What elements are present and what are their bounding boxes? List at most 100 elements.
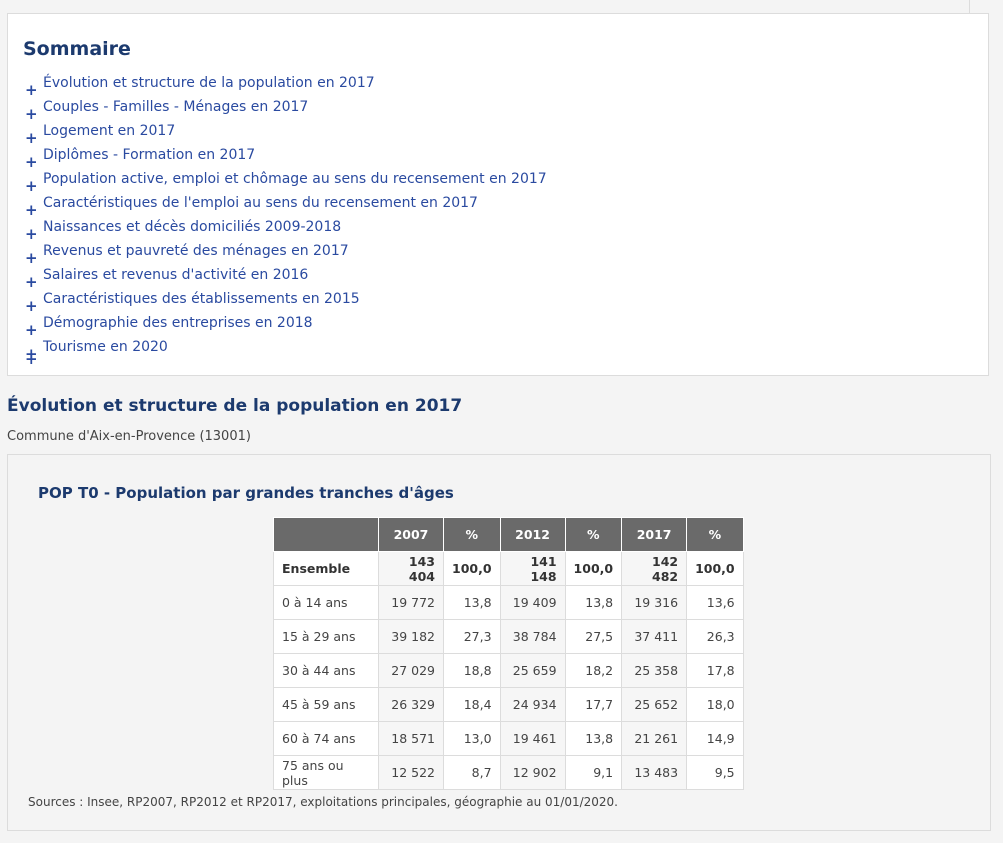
expand-plus-icon[interactable]: +	[25, 201, 38, 219]
sommaire-panel: Sommaire + Évolution et structure de la p…	[7, 13, 989, 376]
table-title: POP T0 - Population par grandes tranches…	[38, 484, 454, 502]
sommaire-item: + Démographie des entreprises en 2018	[25, 310, 547, 338]
sommaire-item: + Population active, emploi et chômage au…	[25, 166, 547, 194]
table-row: 0 à 14 ans 19 772 13,8 19 409 13,8 19 31…	[273, 585, 744, 620]
table-cell: 141 148	[499, 551, 566, 586]
table-header-row: 2007 % 2012 % 2017 %	[273, 517, 744, 552]
table-cell: 25 659	[499, 653, 566, 688]
sommaire-link-revenus[interactable]: Revenus et pauvreté des ménages en 2017	[43, 243, 349, 259]
row-label: 30 à 44 ans	[273, 653, 379, 688]
table-cell: 17,8	[686, 653, 744, 688]
table-cell: 39 182	[378, 619, 444, 654]
section-title: Évolution et structure de la population …	[7, 396, 463, 416]
table-cell: 13,8	[443, 585, 501, 620]
table-cell: 13 483	[621, 755, 688, 790]
sommaire-link-naissances[interactable]: Naissances et décès domiciliés 2009-2018	[43, 219, 342, 235]
table-cell: 13,8	[564, 721, 623, 756]
table-cell: 19 461	[499, 721, 566, 756]
sommaire-link-emploi[interactable]: Caractéristiques de l'emploi au sens du …	[43, 195, 478, 211]
expand-plus-icon[interactable]: +	[25, 177, 38, 195]
table-cell: 18 571	[378, 721, 444, 756]
sommaire-link-tourisme[interactable]: Tourisme en 2020	[43, 339, 168, 355]
sources-note: Sources : Insee, RP2007, RP2012 et RP201…	[28, 795, 618, 809]
expand-plus-icon[interactable]: +	[25, 249, 38, 267]
table-cell: 25 652	[621, 687, 688, 722]
table-cell: 100,0	[686, 551, 744, 586]
table-cell: 26,3	[686, 619, 744, 654]
sommaire-item: + Logement en 2017	[25, 118, 547, 146]
sommaire-link-population[interactable]: Évolution et structure de la population …	[43, 75, 375, 91]
table-cell: 100,0	[443, 551, 501, 586]
table-row: 75 ans ou plus 12 522 8,7 12 902 9,1 13 …	[273, 755, 744, 790]
table-cell: 12 902	[499, 755, 566, 790]
table-row: Ensemble 143 404 100,0 141 148 100,0 142…	[273, 551, 744, 586]
sommaire-item: + Salaires et revenus d'activité en 2016	[25, 262, 547, 290]
sommaire-item: + Caractéristiques de l'emploi au sens du…	[25, 190, 547, 218]
table-cell: 18,8	[443, 653, 501, 688]
table-cell: 37 411	[621, 619, 688, 654]
header-cell: 2017	[621, 517, 688, 552]
sommaire-link-salaires[interactable]: Salaires et revenus d'activité en 2016	[43, 267, 309, 283]
sommaire-link-logement[interactable]: Logement en 2017	[43, 123, 176, 139]
expand-plus-icon[interactable]: +	[25, 345, 38, 363]
table-cell: 21 261	[621, 721, 688, 756]
table-cell: 27,5	[564, 619, 623, 654]
header-cell	[273, 517, 379, 552]
table-cell: 18,2	[564, 653, 623, 688]
table-cell: 19 316	[621, 585, 688, 620]
table-cell: 142 482	[621, 551, 688, 586]
row-label: 15 à 29 ans	[273, 619, 379, 654]
table-cell: 27 029	[378, 653, 444, 688]
table-cell: 13,0	[443, 721, 501, 756]
expand-plus-icon[interactable]: +	[25, 321, 38, 339]
expand-plus-icon[interactable]: +	[25, 350, 38, 368]
table-cell: 14,9	[686, 721, 744, 756]
header-cell: 2007	[378, 517, 444, 552]
table-cell: 25 358	[621, 653, 688, 688]
table-row: 30 à 44 ans 27 029 18,8 25 659 18,2 25 3…	[273, 653, 744, 688]
expand-plus-icon[interactable]: +	[25, 129, 38, 147]
sommaire-link-menages[interactable]: Couples - Familles - Ménages en 2017	[43, 99, 309, 115]
table-cell: 26 329	[378, 687, 444, 722]
sommaire-item: + Naissances et décès domiciliés 2009-201…	[25, 214, 547, 242]
table-cell: 19 409	[499, 585, 566, 620]
sommaire-link-population-active[interactable]: Population active, emploi et chômage au …	[43, 171, 547, 187]
table-cell: 18,4	[443, 687, 501, 722]
header-cell: %	[686, 517, 744, 552]
table-cell: 9,5	[686, 755, 744, 790]
expand-plus-icon[interactable]: +	[25, 225, 38, 243]
sommaire-link-entreprises[interactable]: Démographie des entreprises en 2018	[43, 315, 313, 331]
row-label: Ensemble	[273, 551, 379, 586]
sommaire-item: + Caractéristiques des établissements en …	[25, 286, 547, 314]
top-strip	[0, 0, 970, 13]
sommaire-item: + Évolution et structure de la population…	[25, 70, 547, 98]
table-cell: 13,8	[564, 585, 623, 620]
table-cell: 9,1	[564, 755, 623, 790]
expand-plus-icon[interactable]: +	[25, 153, 38, 171]
sommaire-title: Sommaire	[23, 38, 131, 60]
sommaire-item: + Diplômes - Formation en 2017	[25, 142, 547, 170]
sommaire-link-etablissements[interactable]: Caractéristiques des établissements en 2…	[43, 291, 360, 307]
header-cell: %	[564, 517, 623, 552]
table-row: 15 à 29 ans 39 182 27,3 38 784 27,5 37 4…	[273, 619, 744, 654]
expand-plus-icon[interactable]: +	[25, 105, 38, 123]
population-table: 2007 % 2012 % 2017 % Ensemble 143 404 10…	[273, 517, 744, 790]
commune-label: Commune d'Aix-en-Provence (13001)	[7, 429, 251, 444]
table-cell: 8,7	[443, 755, 501, 790]
sommaire-item: + Couples - Familles - Ménages en 2017	[25, 94, 547, 122]
table-cell: 38 784	[499, 619, 566, 654]
header-cell: 2012	[499, 517, 566, 552]
table-cell: 143 404	[378, 551, 444, 586]
expand-plus-icon[interactable]: +	[25, 81, 38, 99]
table-cell: 27,3	[443, 619, 501, 654]
table-row: 45 à 59 ans 26 329 18,4 24 934 17,7 25 6…	[273, 687, 744, 722]
table-row: 60 à 74 ans 18 571 13,0 19 461 13,8 21 2…	[273, 721, 744, 756]
sommaire-link-diplomes[interactable]: Diplômes - Formation en 2017	[43, 147, 256, 163]
expand-plus-icon[interactable]: +	[25, 273, 38, 291]
table-cell: 19 772	[378, 585, 444, 620]
row-label: 45 à 59 ans	[273, 687, 379, 722]
table-cell: 17,7	[564, 687, 623, 722]
table-cell: 100,0	[564, 551, 623, 586]
expand-plus-icon[interactable]: +	[25, 297, 38, 315]
header-cell: %	[443, 517, 501, 552]
